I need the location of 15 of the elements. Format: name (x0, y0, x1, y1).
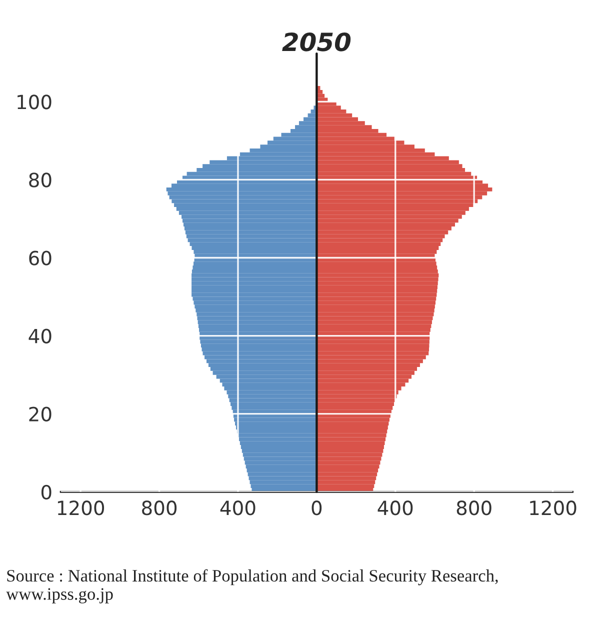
y-tick-label: 40 (28, 328, 52, 344)
x-tick-label: 1200 (530, 500, 576, 516)
x-tick-label: 1200 (58, 500, 104, 516)
x-tick-label: 400 (220, 500, 256, 516)
x-tick-label: 800 (142, 500, 177, 516)
x-tick-label: 400 (378, 500, 413, 516)
y-tick-label: 0 (41, 484, 52, 500)
x-tick-label: 0 (312, 500, 322, 516)
y-tick-label: 80 (29, 172, 52, 188)
y-tick-label: 100 (18, 94, 52, 110)
x-tick-label: 800 (456, 500, 492, 516)
y-tick-label: 20 (29, 406, 52, 422)
y-tick-label: 60 (29, 250, 52, 266)
source-note: Source : National Institute of Population and Social Security Research, www.ipss.go.jp (6, 569, 498, 604)
chart-title: 2050 (282, 32, 351, 52)
